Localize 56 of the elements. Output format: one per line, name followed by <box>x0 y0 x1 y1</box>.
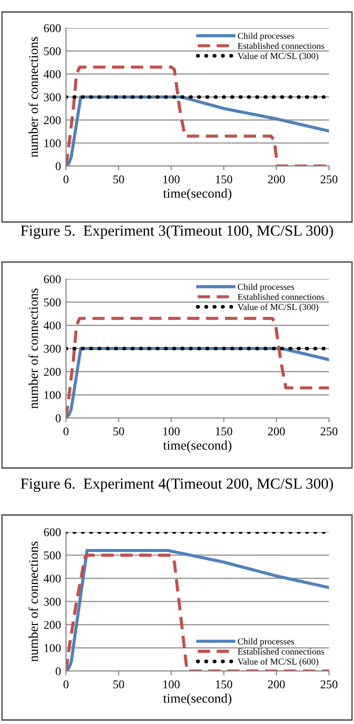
y-tick-label: 300 <box>44 344 61 353</box>
y-tick-label: 0 <box>56 162 61 170</box>
x-tick-label: 50 <box>113 427 124 436</box>
legend-label: Child processes <box>238 284 294 292</box>
x-tick-label: 200 <box>268 680 285 688</box>
x-tick-label: 150 <box>216 427 232 436</box>
y-tick-label: 0 <box>56 414 61 422</box>
legend-label: Child processes <box>238 638 294 646</box>
y-axis-title: number of connections <box>28 37 38 158</box>
y-axis-title: number of connections <box>28 542 38 662</box>
y-tick-label: 400 <box>44 322 61 330</box>
x-tick-label: 250 <box>320 427 338 436</box>
y-tick-label: 600 <box>44 528 61 536</box>
y-tick-label: 200 <box>44 116 61 124</box>
x-tick-label: 0 <box>64 175 68 184</box>
legend-label: Value of MC/SL (600) <box>238 658 318 666</box>
x-tick-label: 0 <box>64 427 68 436</box>
y-tick-label: 0 <box>56 667 61 676</box>
y-tick-label: 400 <box>44 70 61 78</box>
y-tick-label: 300 <box>44 93 61 102</box>
legend-label: Established connections <box>238 294 324 300</box>
y-tick-label: 100 <box>44 391 61 400</box>
y-tick-label: 400 <box>44 574 61 583</box>
y-tick-label: 500 <box>44 47 61 56</box>
x-tick-label: 100 <box>163 680 180 688</box>
y-tick-label: 200 <box>44 368 61 376</box>
x-tick-label: 0 <box>64 680 68 688</box>
y-tick-label: 500 <box>44 551 61 560</box>
x-tick-label: 100 <box>163 175 180 184</box>
x-tick-label: 100 <box>163 427 180 436</box>
y-tick-label: 100 <box>44 139 61 148</box>
x-axis-title: time(second) <box>163 188 232 200</box>
legend-label: Value of MC/SL (300) <box>238 52 318 61</box>
x-tick-label: 50 <box>113 175 124 184</box>
y-tick-label: 600 <box>44 275 61 284</box>
x-tick-label: 200 <box>268 175 285 184</box>
y-tick-label: 300 <box>44 598 61 606</box>
legend-label: Child processes <box>238 32 294 41</box>
legend-label: Established connections <box>238 648 324 655</box>
x-tick-label: 150 <box>216 175 232 184</box>
y-tick-label: 200 <box>44 620 61 629</box>
x-tick-label: 250 <box>320 680 338 688</box>
y-tick-label: 100 <box>44 644 61 652</box>
y-axis-title: number of connections <box>28 288 38 409</box>
x-tick-label: 200 <box>268 427 285 436</box>
caption: Figure 5. Experiment 3(Timeout 100, MC/SL 300) <box>20 225 333 239</box>
y-tick-label: 500 <box>44 298 61 306</box>
y-tick-label: 600 <box>44 24 61 32</box>
caption: Figure 6. Experiment 4(Timeout 200, MC/SL 300) <box>20 478 333 492</box>
x-axis-title: time(second) <box>163 694 232 706</box>
x-tick-label: 250 <box>320 175 338 184</box>
x-tick-label: 150 <box>216 680 232 688</box>
x-axis-title: time(second) <box>163 440 232 452</box>
legend-label: Value of MC/SL (300) <box>238 304 318 312</box>
legend-label: Established connections <box>238 42 324 49</box>
x-tick-label: 50 <box>113 680 124 688</box>
